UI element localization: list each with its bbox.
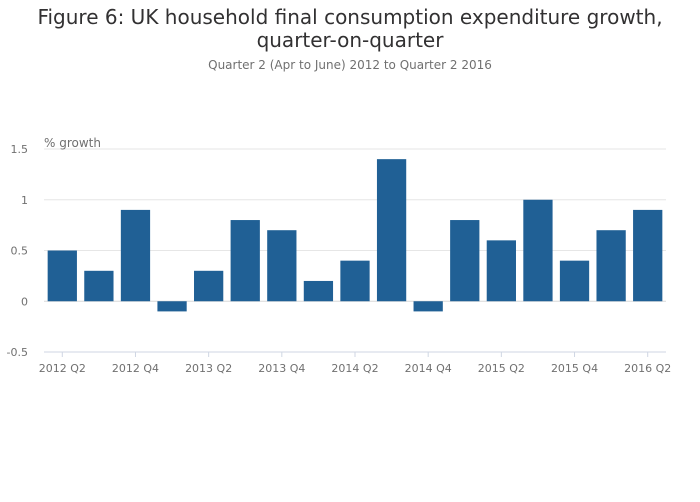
x-tick-label: 2016 Q2: [624, 362, 671, 375]
bar-2013-q2: [194, 270, 224, 302]
x-tick-label: 2015 Q4: [551, 362, 598, 375]
bar-2015-q3: [523, 199, 553, 302]
x-tick-label: 2012 Q2: [39, 362, 86, 375]
x-tick-label: 2014 Q2: [331, 362, 378, 375]
bar-2014-q3: [376, 159, 407, 302]
y-axis-label: % growth: [44, 136, 101, 150]
bar-2014-q2: [340, 260, 370, 302]
y-tick-label: 0: [21, 295, 28, 308]
bar-2012-q2: [47, 250, 77, 302]
bar-2015-q2: [486, 240, 516, 302]
y-tick-label: 1.5: [11, 143, 29, 156]
y-tick-label: -0.5: [7, 346, 28, 359]
bar-2015-q4: [559, 260, 590, 302]
bar-2012-q4: [120, 209, 151, 302]
bar-2014-q4: [413, 301, 443, 312]
bars: [47, 159, 663, 312]
x-tick-label: 2014 Q4: [405, 362, 452, 375]
x-tick-label: 2013 Q2: [185, 362, 232, 375]
bar-2013-q1: [157, 301, 187, 312]
bar-2012-q3: [84, 270, 114, 302]
bar-2014-q1: [303, 280, 334, 302]
chart-subtitle: Quarter 2 (Apr to June) 2012 to Quarter …: [208, 58, 492, 72]
y-tick-label: 1: [21, 194, 28, 207]
chart-title: Figure 6: UK household final consumption…: [37, 5, 663, 52]
bar-2016-q1: [596, 230, 626, 302]
x-tick-label: 2013 Q4: [258, 362, 305, 375]
x-tick-label: 2015 Q2: [478, 362, 525, 375]
x-axis-ticks: 2012 Q2 2012 Q4 2013 Q2 2013 Q4 2014 Q2 2014 …: [39, 352, 671, 375]
bar-2013-q3: [230, 220, 260, 302]
bar-2015-q1: [450, 220, 480, 302]
y-tick-label: 0.5: [11, 245, 29, 258]
y-axis-ticks: -0.5 0 0.5 1 1.5: [7, 143, 28, 359]
bar-2013-q4: [267, 230, 297, 302]
bar-2016-q2: [633, 209, 663, 302]
x-tick-label: 2012 Q4: [112, 362, 159, 375]
